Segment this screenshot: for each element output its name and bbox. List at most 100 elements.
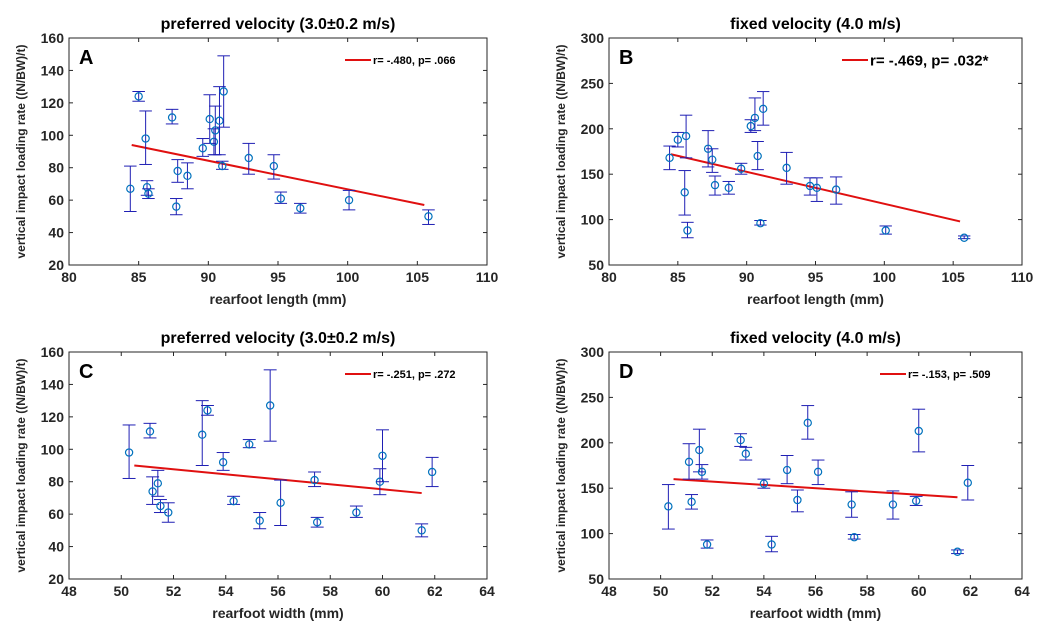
- x-tick-label: 100: [873, 269, 897, 285]
- marker-circle: [831, 185, 841, 194]
- marker-circle: [203, 406, 212, 415]
- marker-circle: [758, 104, 768, 114]
- y-tick-label: 250: [581, 75, 605, 91]
- y-tick-label: 40: [48, 539, 64, 555]
- x-tick-label: 85: [670, 269, 686, 285]
- marker-circle: [265, 401, 275, 410]
- marker-circle: [352, 508, 361, 517]
- chart-title: fixed velocity (4.0 m/s): [730, 16, 901, 33]
- regression-line: [131, 144, 425, 206]
- data-point: [685, 494, 698, 510]
- data-point: [780, 151, 793, 185]
- marker-circle: [793, 495, 802, 505]
- y-tick-label: 300: [581, 30, 605, 46]
- marker-circle: [746, 121, 755, 131]
- x-tick-label: 60: [375, 583, 391, 599]
- x-tick-label: 50: [113, 583, 129, 599]
- data-point: [739, 446, 753, 461]
- data-point: [757, 478, 771, 489]
- marker-circle: [664, 502, 673, 511]
- marker-circle: [963, 478, 972, 487]
- y-tick-label: 120: [41, 95, 65, 111]
- legend-label: r= -.480, p= .066: [373, 55, 456, 67]
- panel-letter: D: [619, 361, 633, 383]
- data-point: [274, 191, 288, 204]
- marker-circle: [681, 131, 691, 141]
- data-point: [765, 535, 779, 553]
- marker-circle: [164, 508, 173, 517]
- x-axis-label: rearfoot length (mm): [747, 291, 884, 307]
- data-point: [695, 464, 709, 480]
- x-tick-label: 105: [406, 269, 430, 285]
- data-point: [217, 55, 230, 128]
- y-tick-label: 60: [48, 506, 64, 522]
- marker-circle: [665, 153, 674, 163]
- data-point: [170, 198, 183, 216]
- marker-circle: [198, 430, 207, 439]
- marker-circle: [156, 501, 165, 511]
- marker-circle: [750, 113, 760, 123]
- marker-circle: [673, 135, 683, 144]
- data-point: [143, 422, 157, 439]
- plot-area: [608, 37, 1023, 266]
- marker-circle: [417, 526, 426, 535]
- marker-circle: [172, 202, 181, 211]
- marker-circle: [198, 144, 207, 153]
- marker-circle: [753, 151, 762, 161]
- marker-circle: [229, 496, 238, 506]
- data-point: [242, 439, 256, 449]
- data-point: [803, 177, 817, 196]
- data-point: [274, 479, 288, 526]
- marker-circle: [218, 161, 227, 171]
- panel-letter: C: [79, 361, 93, 383]
- data-point: [422, 209, 435, 225]
- marker-circle: [269, 161, 279, 171]
- chart-title: preferred velocity (3.0±0.2 m/s): [161, 16, 396, 33]
- data-point: [679, 114, 693, 159]
- y-tick-label: 200: [581, 121, 605, 137]
- data-point: [267, 154, 281, 180]
- data-point: [124, 165, 137, 212]
- x-tick-label: 50: [653, 583, 669, 599]
- data-point: [682, 443, 696, 480]
- y-tick-label: 300: [581, 344, 605, 360]
- marker-circle: [812, 183, 822, 193]
- chart-title: fixed velocity (4.0 m/s): [730, 330, 901, 347]
- marker-circle: [702, 540, 712, 549]
- y-tick-label: 20: [48, 257, 64, 273]
- data-point: [810, 177, 824, 202]
- data-point: [349, 505, 363, 518]
- marker-circle: [153, 479, 163, 488]
- x-tick-label: 48: [61, 583, 77, 599]
- data-point: [376, 429, 389, 483]
- marker-circle: [310, 475, 319, 485]
- panel-letter: A: [79, 47, 93, 69]
- plot-area: [68, 351, 488, 580]
- regression-line: [673, 478, 958, 499]
- data-point: [951, 547, 964, 556]
- x-tick-label: 105: [941, 269, 965, 285]
- marker-circle: [296, 204, 305, 213]
- data-point: [310, 516, 324, 528]
- y-tick-label: 50: [588, 257, 604, 273]
- marker-circle: [759, 479, 769, 488]
- panel-a: 80 85 90 95 100 105 110 20 40 60 80 100 120 140 160 pre…: [14, 16, 499, 307]
- regression-line: [134, 464, 422, 495]
- data-point: [151, 469, 165, 497]
- marker-circle: [687, 497, 696, 507]
- marker-circle: [215, 116, 224, 125]
- data-point: [200, 405, 214, 416]
- x-tick-label: 56: [270, 583, 286, 599]
- legend-label: r= -.251, p= .272: [373, 369, 456, 381]
- data-point: [671, 131, 685, 148]
- marker-circle: [813, 467, 823, 477]
- marker-circle: [680, 188, 689, 197]
- data-point: [829, 176, 843, 205]
- marker-circle: [219, 87, 228, 96]
- y-tick-label: 100: [581, 212, 605, 228]
- legend-label: r= -.153, p= .509: [908, 369, 991, 381]
- y-tick-label: 100: [41, 441, 65, 457]
- y-axis-label: vertical impact loading rate ((N/BW)/t): [14, 44, 28, 258]
- data-point: [801, 405, 815, 440]
